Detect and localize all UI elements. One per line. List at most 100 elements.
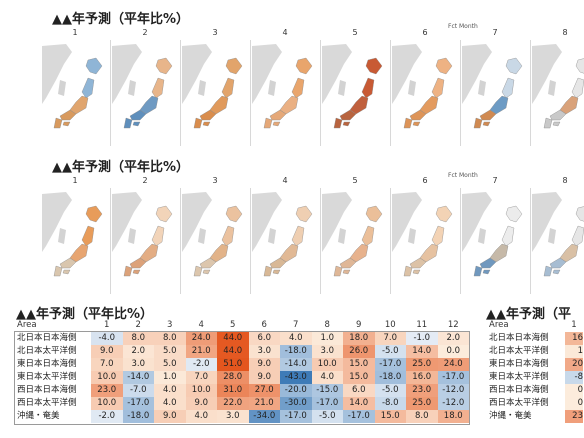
heatmap-cell[interactable]: 6.0 <box>248 332 280 345</box>
heatmap-cell[interactable]: 44.0 <box>217 345 249 358</box>
heatmap-cell[interactable]: -34.0 <box>248 410 280 423</box>
heatmap-cell[interactable]: 16.0 <box>406 371 438 384</box>
heatmap-cell[interactable]: 20 <box>565 358 583 371</box>
heatmap-cell[interactable]: 8.0 <box>406 410 438 423</box>
heatmap-cell[interactable]: 9.0 <box>248 358 280 371</box>
heatmap-cell[interactable]: 16 <box>565 332 583 345</box>
japan-map[interactable] <box>322 40 388 146</box>
heatmap-cell[interactable]: 31.0 <box>217 384 249 397</box>
heatmap-cell[interactable]: 1.0 <box>311 332 343 345</box>
japan-map[interactable] <box>252 188 318 294</box>
heatmap-cell[interactable]: 9.0 <box>154 410 186 423</box>
heatmap-cell[interactable]: 9.0 <box>248 371 280 384</box>
heatmap-cell[interactable]: 25.0 <box>406 358 438 371</box>
heatmap-cell[interactable]: -12.0 <box>437 397 469 410</box>
japan-map[interactable] <box>112 188 178 294</box>
heatmap-cell[interactable]: 8.0 <box>154 332 186 345</box>
heatmap-cell[interactable]: 3.0 <box>311 345 343 358</box>
heatmap-cell[interactable]: 0.0 <box>437 345 469 358</box>
heatmap-cell[interactable]: 22.0 <box>217 397 249 410</box>
heatmap-cell[interactable]: -7.0 <box>122 384 154 397</box>
heatmap-cell[interactable]: 1 <box>565 345 583 358</box>
japan-map[interactable] <box>392 40 458 146</box>
heatmap-cell[interactable]: -5.0 <box>374 384 406 397</box>
heatmap-cell[interactable]: 28.0 <box>217 371 249 384</box>
heatmap-cell[interactable]: -17.0 <box>374 358 406 371</box>
heatmap-cell[interactable]: 14.0 <box>343 397 375 410</box>
heatmap-cell[interactable]: -17.0 <box>311 397 343 410</box>
heatmap-cell[interactable]: 0 <box>565 384 583 397</box>
japan-map[interactable] <box>322 188 388 294</box>
heatmap-cell[interactable]: 7.0 <box>91 358 123 371</box>
heatmap-cell[interactable]: 5.0 <box>154 358 186 371</box>
heatmap-cell[interactable]: 25.0 <box>406 397 438 410</box>
heatmap-cell[interactable]: 18.0 <box>437 410 469 423</box>
heatmap-cell[interactable]: 4.0 <box>154 397 186 410</box>
japan-map[interactable] <box>462 40 528 146</box>
heatmap-cell[interactable]: -17.0 <box>280 410 312 423</box>
japan-map[interactable] <box>182 40 248 146</box>
heatmap-cell[interactable]: 4.0 <box>311 371 343 384</box>
heatmap-cell[interactable]: 44.0 <box>217 332 249 345</box>
heatmap-cell[interactable]: 23.0 <box>91 384 123 397</box>
heatmap-cell[interactable]: -14.0 <box>280 358 312 371</box>
heatmap-cell[interactable]: -17.0 <box>437 371 469 384</box>
heatmap-cell[interactable]: 2.0 <box>122 345 154 358</box>
heatmap-cell[interactable]: -12.0 <box>437 384 469 397</box>
heatmap-cell[interactable]: 7.0 <box>185 371 217 384</box>
heatmap-cell[interactable]: 27.0 <box>248 384 280 397</box>
japan-map[interactable] <box>462 188 528 294</box>
heatmap-cell[interactable]: -8.0 <box>374 397 406 410</box>
heatmap-cell[interactable]: -8 <box>565 371 583 384</box>
heatmap-cell[interactable]: 10.0 <box>311 358 343 371</box>
japan-map[interactable] <box>42 188 108 294</box>
heatmap-cell[interactable]: 4.0 <box>185 410 217 423</box>
heatmap-cell[interactable]: 9.0 <box>185 397 217 410</box>
heatmap-cell[interactable]: 5.0 <box>154 345 186 358</box>
japan-map[interactable] <box>112 40 178 146</box>
heatmap-cell[interactable]: -17.0 <box>343 410 375 423</box>
japan-map[interactable] <box>182 188 248 294</box>
japan-map[interactable] <box>532 188 584 294</box>
heatmap-cell[interactable]: 21.0 <box>185 345 217 358</box>
heatmap-cell[interactable]: -5.0 <box>311 410 343 423</box>
japan-map[interactable] <box>252 40 318 146</box>
heatmap-cell[interactable]: 10.0 <box>91 371 123 384</box>
heatmap-cell[interactable]: -18.0 <box>374 371 406 384</box>
heatmap-cell[interactable]: -14.0 <box>122 371 154 384</box>
heatmap-cell[interactable]: 14.0 <box>406 345 438 358</box>
heatmap-cell[interactable]: 8.0 <box>122 332 154 345</box>
heatmap-cell[interactable]: 15.0 <box>343 358 375 371</box>
heatmap-cell[interactable]: -20.0 <box>280 384 312 397</box>
heatmap-cell[interactable]: 10.0 <box>91 397 123 410</box>
heatmap-cell[interactable]: 10.0 <box>185 384 217 397</box>
heatmap-cell[interactable]: -15.0 <box>311 384 343 397</box>
heatmap-cell[interactable]: 9.0 <box>91 345 123 358</box>
heatmap-cell[interactable]: -4.0 <box>91 332 123 345</box>
heatmap-cell[interactable]: -17.0 <box>122 397 154 410</box>
heatmap-cell[interactable]: -30.0 <box>280 397 312 410</box>
heatmap-cell[interactable]: 3.0 <box>122 358 154 371</box>
heatmap-cell[interactable]: 4.0 <box>154 384 186 397</box>
heatmap-cell[interactable]: 26.0 <box>343 345 375 358</box>
heatmap-cell[interactable]: 18.0 <box>343 332 375 345</box>
heatmap-cell[interactable]: 0 <box>565 397 583 410</box>
heatmap-cell[interactable]: 51.0 <box>217 358 249 371</box>
heatmap-cell[interactable]: 3.0 <box>217 410 249 423</box>
heatmap-cell[interactable]: 7.0 <box>374 332 406 345</box>
japan-map[interactable] <box>392 188 458 294</box>
heatmap-cell[interactable]: 24.0 <box>185 332 217 345</box>
heatmap-cell[interactable]: -18.0 <box>280 345 312 358</box>
japan-map[interactable] <box>532 40 584 146</box>
heatmap-cell[interactable]: -2.0 <box>185 358 217 371</box>
heatmap-cell[interactable]: 24.0 <box>437 358 469 371</box>
heatmap-cell[interactable]: 15.0 <box>374 410 406 423</box>
japan-map[interactable] <box>42 40 108 146</box>
heatmap-cell[interactable]: 4.0 <box>280 332 312 345</box>
heatmap-cell[interactable]: 3.0 <box>248 345 280 358</box>
heatmap-cell[interactable]: 1.0 <box>154 371 186 384</box>
heatmap-cell[interactable]: -43.0 <box>280 371 312 384</box>
heatmap-cell[interactable]: -2.0 <box>91 410 123 423</box>
heatmap-cell[interactable]: 15.0 <box>343 371 375 384</box>
heatmap-cell[interactable]: 23.0 <box>406 384 438 397</box>
